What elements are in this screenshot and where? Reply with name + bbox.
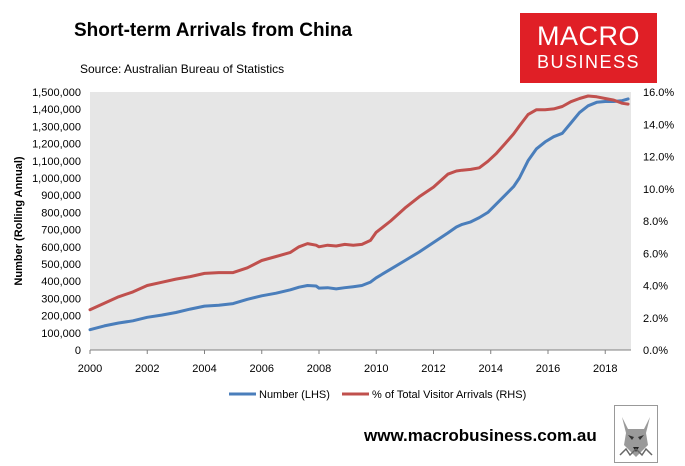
x-tick-label: 2002 — [135, 363, 159, 375]
y-axis-right: 0.0% 2.0% 4.0% 6.0% 8.0% 10.0% 12.0% 14.0% 16.0% — [643, 87, 674, 357]
y-right-tick-label: 12.0% — [643, 152, 674, 164]
y-right-tick-label: 2.0% — [643, 313, 668, 325]
x-tick-label: 2006 — [250, 363, 274, 375]
y-right-tick-label: 6.0% — [643, 248, 668, 260]
series-layer — [88, 94, 630, 332]
y-left-tick-label: 300,000 — [41, 293, 81, 305]
y-left-tick-label: 700,000 — [41, 225, 81, 237]
macrobusiness-logo[interactable]: MACRO BUSINESS — [520, 13, 657, 83]
chart-title: Short-term Arrivals from China — [74, 20, 353, 41]
y-left-tick-label: 200,000 — [41, 311, 81, 323]
y-left-tick-label: 1,400,000 — [32, 104, 81, 116]
y-left-tick-label: 500,000 — [41, 259, 81, 271]
wolf-logo-icon — [614, 405, 658, 463]
x-tick-label: 2010 — [364, 363, 388, 375]
x-tick-label: 2012 — [421, 363, 445, 375]
series-line-number — [88, 97, 630, 332]
x-tick-label: 2016 — [536, 363, 560, 375]
x-tick-label: 2004 — [192, 363, 216, 375]
chart-subtitle: Source: Australian Bureau of Statistics — [80, 62, 285, 76]
y-left-tick-label: 0 — [75, 345, 81, 357]
x-axis: 2000 2002 2004 2006 2008 2010 2012 2014 2016 2018 — [78, 350, 617, 375]
y-right-tick-label: 10.0% — [643, 184, 674, 196]
series-line-percent — [88, 94, 630, 312]
y-left-tick-label: 100,000 — [41, 328, 81, 340]
y-left-tick-label: 800,000 — [41, 207, 81, 219]
logo-line-2: BUSINESS — [536, 52, 641, 72]
legend-label-number: Number (LHS) — [259, 389, 330, 401]
y-left-tick-label: 600,000 — [41, 242, 81, 254]
x-tick-label: 2008 — [307, 363, 331, 375]
y-left-tick-label: 1,300,000 — [32, 121, 81, 133]
y-right-tick-label: 0.0% — [643, 345, 668, 357]
y-right-tick-label: 8.0% — [643, 216, 668, 228]
x-tick-label: 2000 — [78, 363, 102, 375]
y-right-tick-label: 4.0% — [643, 281, 668, 293]
legend: Number (LHS) % of Total Visitor Arrivals… — [229, 389, 526, 401]
y-left-tick-label: 1,500,000 — [32, 87, 81, 99]
y-left-tick-label: 1,000,000 — [32, 173, 81, 185]
y-left-tick-label: 1,100,000 — [32, 156, 81, 168]
website-url[interactable]: www.macrobusiness.com.au — [364, 426, 597, 445]
y-axis-title: Number (Rolling Annual) — [13, 156, 25, 285]
y-left-tick-label: 900,000 — [41, 190, 81, 202]
x-tick-label: 2018 — [593, 363, 617, 375]
y-left-tick-label: 1,200,000 — [32, 139, 81, 151]
y-right-tick-label: 14.0% — [643, 119, 674, 131]
legend-label-percent: % of Total Visitor Arrivals (RHS) — [372, 389, 526, 401]
logo-line-1: MACRO — [537, 21, 640, 51]
y-left-tick-label: 400,000 — [41, 276, 81, 288]
plot-area — [90, 92, 631, 350]
y-right-tick-label: 16.0% — [643, 87, 674, 99]
y-axis-left: 0 100,000 200,000 300,000 400,000 500,000 600,… — [32, 87, 81, 357]
x-tick-label: 2014 — [478, 363, 502, 375]
